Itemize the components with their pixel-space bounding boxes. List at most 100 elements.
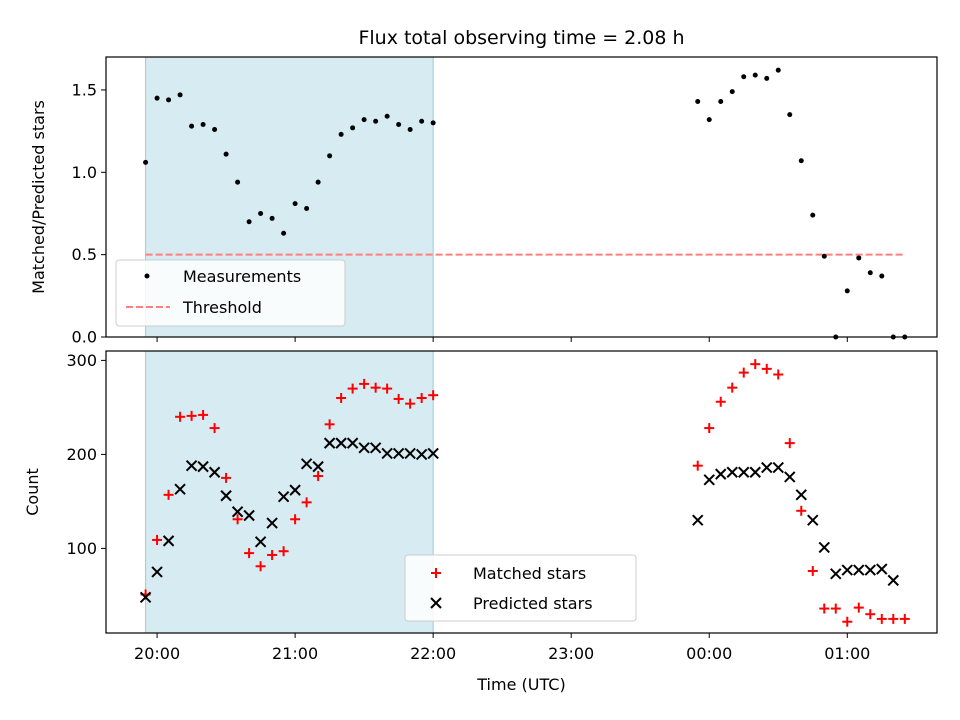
cross-b (841, 564, 853, 576)
cross-b (715, 468, 727, 480)
matched-point (853, 602, 864, 613)
matched-point (750, 359, 761, 370)
measurement-point (200, 122, 206, 128)
matched-point (876, 613, 887, 624)
cross-b (174, 483, 186, 495)
matched-point (290, 514, 301, 525)
matched-point (209, 423, 220, 434)
bottom-x-ticks: 20:00 21:00 22:00 23:00 00:00 01:00 (134, 633, 870, 663)
predicted-point (369, 442, 382, 454)
predicted-point (761, 461, 773, 474)
cross-b (151, 566, 163, 578)
legend-plus (431, 568, 441, 578)
matched-point (152, 534, 163, 545)
predicted-point (151, 566, 163, 578)
measurement-point (695, 98, 701, 104)
predicted-point (208, 466, 221, 478)
predicted-point (841, 564, 853, 576)
cross-b (289, 484, 301, 496)
predicted-point (358, 442, 370, 454)
predicted-point (139, 591, 152, 603)
predicted-point (864, 564, 876, 576)
matched-point (704, 423, 715, 434)
matched-point (324, 419, 335, 430)
matched-point (784, 438, 795, 449)
cross-b (772, 461, 784, 474)
predicted-point (323, 437, 336, 449)
matched-point (796, 505, 807, 516)
matched-point (255, 561, 266, 572)
predicted-point (220, 490, 232, 502)
cross-b (220, 490, 232, 502)
legend-measurements-label: Measurements (183, 267, 301, 286)
cross-b (346, 437, 359, 449)
matched-point (244, 548, 255, 559)
measurement-point (338, 131, 344, 137)
predicted-point (692, 514, 704, 526)
matched-point (301, 497, 312, 508)
cross-b (266, 517, 278, 529)
matched-point (715, 396, 726, 407)
measurement-point (798, 158, 804, 164)
predicted-point (415, 448, 428, 461)
predicted-point (174, 483, 186, 495)
matched-point (186, 410, 197, 421)
top-panel: 0.0 0.5 1.0 1.5 Flux total observing time =… (29, 27, 938, 347)
x-tick-label: 01:00 (824, 644, 870, 663)
top-axes-frame (105, 56, 938, 338)
predicted-point (887, 574, 899, 587)
measurement-point (166, 97, 172, 103)
measurement-point (718, 98, 724, 104)
measurement-point (821, 253, 827, 259)
predicted-point (738, 466, 750, 478)
matched-point (175, 411, 186, 422)
cross-b (358, 442, 370, 454)
cross-b (864, 564, 876, 576)
matched-point (163, 489, 174, 500)
matched-point (359, 378, 370, 389)
predicted-point (243, 509, 255, 522)
predicted-point (807, 514, 819, 526)
cross-b (807, 514, 819, 526)
measurement-point (246, 219, 252, 225)
measurement-point (787, 112, 793, 118)
matched-point (405, 398, 416, 409)
bottom-shaded-region (145, 350, 434, 634)
cross-b (830, 568, 842, 580)
predicted-stars-series (139, 437, 899, 603)
cross-b (312, 460, 324, 473)
cross-b (197, 460, 209, 473)
matched-point (738, 367, 749, 378)
bottom-y-tick-label: 100 (66, 539, 97, 558)
top-y-axis-label: Matched/Predicted stars (29, 100, 48, 294)
cross-b (818, 541, 830, 554)
predicted-point (277, 490, 290, 503)
predicted-point (703, 474, 715, 486)
measurement-point (269, 215, 275, 221)
predicted-point (784, 471, 796, 483)
measurement-point (177, 92, 183, 98)
measurement-point (292, 201, 298, 207)
top-y-tick-label: 1.0 (72, 163, 97, 182)
matched-point (773, 369, 784, 380)
cross-b (231, 506, 244, 518)
measurement-point (810, 212, 816, 218)
predicted-point (266, 517, 278, 529)
bottom-axes-frame (105, 350, 938, 634)
legend-predicted-label: Predicted stars (473, 594, 593, 613)
measurement-point (327, 153, 333, 159)
matched-point (830, 603, 841, 614)
measurement-point (741, 74, 747, 80)
cross-b (381, 447, 393, 460)
matched-point (370, 382, 381, 393)
predicted-point (254, 536, 267, 548)
predicted-point (795, 489, 807, 501)
bottom-y-axis-label: Count (23, 468, 42, 516)
measurement-point (154, 95, 160, 101)
chart-title: Flux total observing time = 2.08 h (358, 27, 684, 49)
predicted-point (853, 564, 865, 576)
measurement-point (258, 210, 264, 216)
predicted-point (312, 460, 324, 473)
measurement-point (407, 126, 413, 132)
cross-b (703, 474, 715, 486)
